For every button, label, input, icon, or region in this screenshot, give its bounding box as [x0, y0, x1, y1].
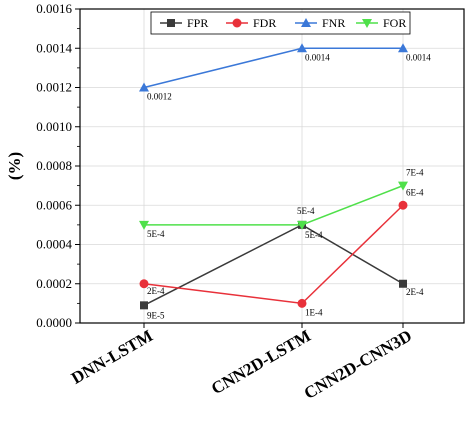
data-point-fpr: [140, 301, 148, 310]
y-tick-label: 0.0002: [36, 276, 72, 291]
y-tick-label: 0.0008: [36, 158, 72, 173]
legend-label-fpr: FPR: [187, 16, 208, 30]
series-fnr: 0.0012 0.0014 0.0014: [139, 43, 431, 102]
legend-marker-fdr: [232, 18, 242, 28]
series-fpr: 9E-5 5E-4 2E-4: [140, 206, 424, 320]
y-tick-label: 0.0000: [36, 315, 72, 330]
data-label-fnr: 0.0014: [406, 52, 431, 62]
x-tick-label: CNN2D-LSTM: [208, 326, 314, 398]
data-point-for: [297, 220, 307, 230]
data-label-for: 5E-4: [147, 229, 165, 239]
y-tick-label: 0.0016: [36, 1, 72, 16]
legend-marker-fnr: [301, 18, 311, 27]
data-label-fnr: 0.0012: [147, 92, 172, 102]
data-label-fpr: 2E-4: [406, 287, 424, 297]
data-label-for: 7E-4: [406, 168, 424, 178]
data-point-fnr: [398, 43, 408, 53]
data-label-for: 5E-4: [305, 230, 323, 240]
y-tick-label: 0.0006: [36, 197, 72, 212]
data-point-fpr: [399, 279, 407, 288]
data-point-fdr: [139, 279, 149, 289]
series-line-fpr: [143, 224, 404, 307]
legend-box: [150, 11, 411, 35]
legend: FPR FDR FNR FOR: [150, 11, 411, 35]
data-label-fdr: 1E-4: [305, 307, 323, 317]
data-point-fnr: [139, 82, 149, 92]
y-tick-label: 0.0010: [36, 119, 72, 134]
legend-marker-for: [362, 19, 372, 28]
data-label-fnr: 0.0014: [305, 52, 330, 62]
data-point-for: [139, 220, 149, 230]
data-point-for: [398, 181, 408, 191]
series-line-fnr: [143, 47, 403, 89]
x-tick-label: DNN-LSTM: [68, 326, 156, 388]
data-point-fdr: [297, 298, 307, 308]
data-label-fpr: 5E-4: [297, 206, 315, 216]
data-point-fdr: [398, 200, 408, 210]
y-tick-label: 0.0012: [36, 80, 72, 95]
series-for: 5E-4 5E-4 7E-4: [139, 168, 424, 240]
legend-label-fdr: FDR: [253, 16, 276, 30]
data-label-fdr: 2E-4: [147, 286, 165, 296]
legend-marker-fpr: [167, 19, 175, 27]
data-point-fnr: [297, 43, 307, 53]
y-axis: 0.0000 0.0002 0.0004 0.0006 0.0008 0.0010 0.00…: [36, 1, 80, 330]
legend-label-for: FOR: [383, 16, 406, 30]
data-label-fpr: 9E-5: [147, 310, 165, 320]
y-tick-label: 0.0004: [36, 237, 72, 252]
y-tick-label: 0.0014: [36, 40, 72, 55]
legend-label-fnr: FNR: [322, 16, 345, 30]
x-tick-label: CNN2D-CNN3D: [301, 326, 415, 403]
y-axis-title: (%): [5, 152, 24, 180]
series-fdr: 2E-4 1E-4 6E-4: [139, 187, 424, 317]
data-label-fdr: 6E-4: [406, 187, 424, 197]
series-line-fdr: [143, 204, 404, 305]
